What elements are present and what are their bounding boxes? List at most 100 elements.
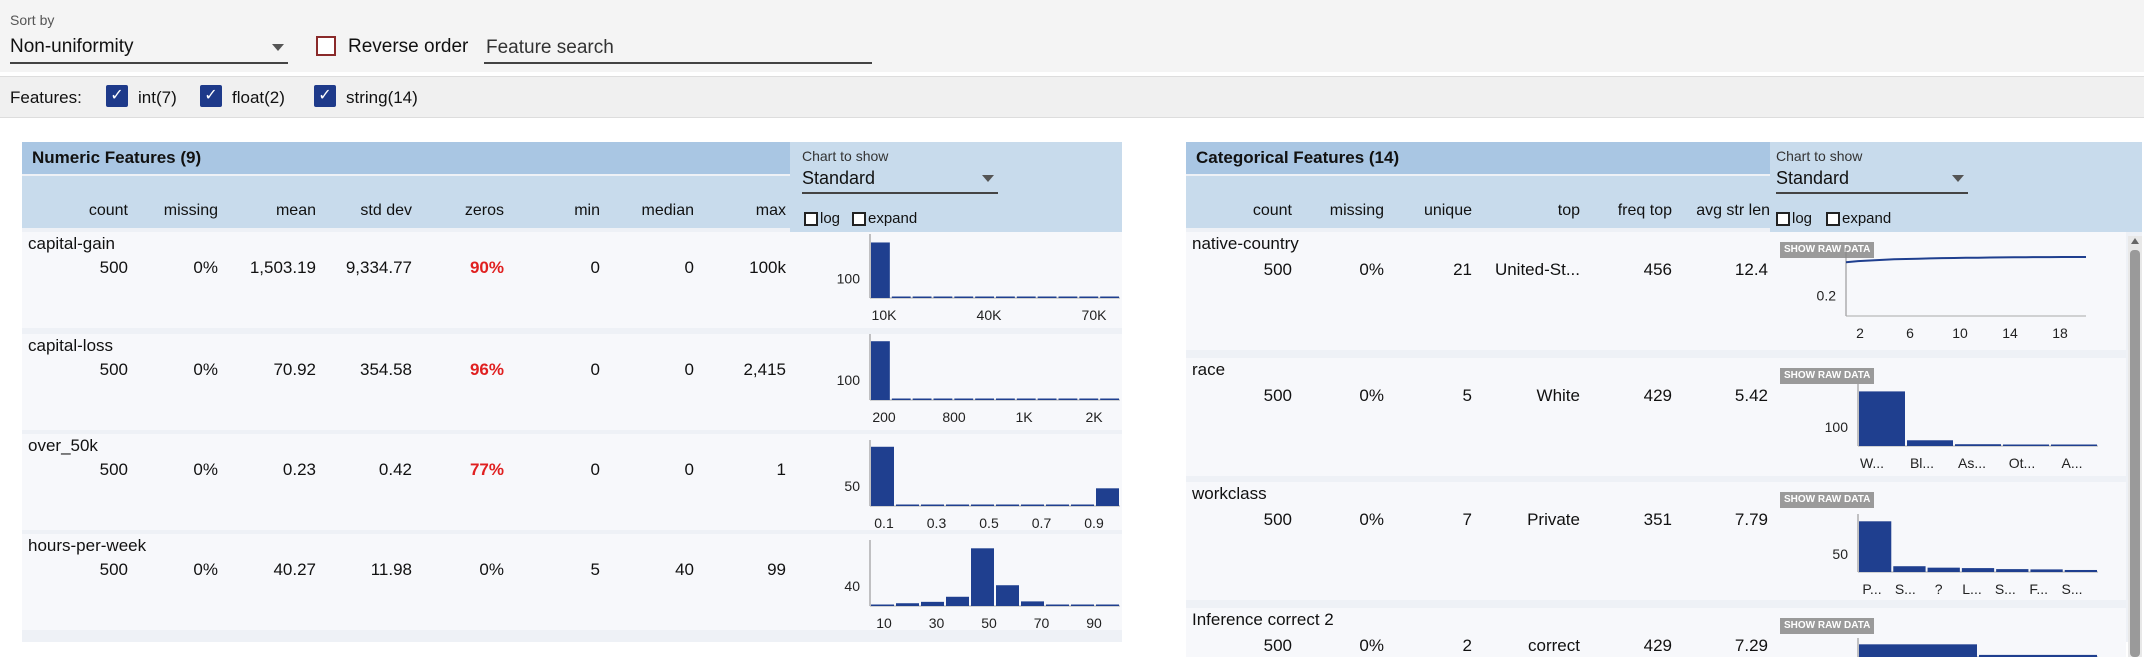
cell-mean: 1,503.19 (249, 258, 316, 277)
cell-zeros: 0% (479, 560, 504, 579)
int-filter-label: int(7) (138, 88, 177, 107)
cell-mean: 70.92 (273, 360, 316, 379)
feature-name: native-country (1192, 234, 1299, 253)
features-label: Features: (10, 88, 82, 107)
sort-by-dropdown[interactable]: Non-uniformity (10, 34, 288, 64)
table-row[interactable] (22, 534, 1122, 630)
categorical-expand-checkbox[interactable] (1826, 212, 1840, 226)
numeric-col-min[interactable]: min (574, 202, 600, 219)
cell-count: 500 (1263, 386, 1292, 405)
feature-name: over_50k (28, 436, 98, 455)
numeric-col-mean[interactable]: mean (275, 202, 316, 219)
cell-avg: 5.42 (1734, 386, 1768, 405)
sort-by-value: Non-uniformity (10, 36, 134, 57)
cell-std: 354.58 (360, 360, 412, 379)
table-row[interactable] (1186, 232, 2126, 350)
categorical-chart-to-show-label: Chart to show (1776, 148, 1863, 164)
cell-min: 0 (590, 360, 600, 379)
cell-freq: 351 (1643, 510, 1672, 529)
categorical-col-top[interactable]: top (1557, 202, 1580, 219)
float-filter-checkbox[interactable]: ✓ (200, 85, 222, 107)
feature-name: race (1192, 360, 1226, 379)
cell-count: 500 (99, 360, 128, 379)
cell-missing: 0% (193, 258, 218, 277)
table-row[interactable] (22, 434, 1122, 530)
cell-unique: 5 (1462, 386, 1472, 405)
cell-max: 2,415 (743, 360, 786, 379)
numeric-log-checkbox[interactable] (804, 212, 818, 226)
numeric-chart-to-show-label: Chart to show (802, 148, 889, 164)
show-raw-data-button[interactable]: SHOW RAW DATA (1780, 368, 1875, 384)
numeric-col-std-dev[interactable]: std dev (360, 202, 412, 219)
numeric-expand-label: expand (868, 210, 918, 227)
numeric-col-missing[interactable]: missing (163, 202, 218, 219)
cell-mean: 0.23 (282, 460, 316, 479)
cell-missing: 0% (1359, 386, 1384, 405)
cell-std: 0.42 (378, 460, 412, 479)
categorical-log-checkbox[interactable] (1776, 212, 1790, 226)
categorical-col-unique[interactable]: unique (1423, 202, 1472, 219)
categorical-col-missing[interactable]: missing (1329, 202, 1384, 219)
show-raw-data-button[interactable]: SHOW RAW DATA (1780, 618, 1875, 634)
cell-min: 0 (590, 258, 600, 277)
categorical-chart-value: Standard (1776, 168, 1850, 188)
cell-std: 11.98 (370, 560, 412, 579)
numeric-chart-dropdown[interactable]: Standard (802, 166, 998, 194)
numeric-chart-header (790, 142, 1122, 232)
string-filter-checkbox[interactable]: ✓ (314, 85, 336, 107)
features-filter-bar: Features: ✓ int(7) ✓ float(2) ✓ string(1… (0, 76, 2144, 118)
categorical-chart-dropdown[interactable]: Standard (1776, 166, 1968, 194)
numeric-col-max[interactable]: max (755, 202, 786, 219)
numeric-col-zeros[interactable]: zeros (464, 202, 504, 219)
cell-min: 5 (590, 560, 600, 579)
float-filter-label: float(2) (232, 88, 285, 107)
table-row[interactable] (1186, 358, 2126, 476)
cell-count: 500 (99, 258, 128, 277)
feature-name: capital-loss (28, 336, 114, 355)
numeric-col-median[interactable]: median (641, 202, 694, 219)
sort-by-label: Sort by (10, 12, 55, 28)
table-row[interactable] (22, 232, 1122, 328)
cell-median: 0 (684, 258, 694, 277)
cell-avg: 7.29 (1734, 636, 1768, 655)
categorical-col-avg-str-len[interactable]: avg str len (1696, 202, 1770, 219)
string-filter-label: string(14) (346, 88, 418, 107)
cell-unique: 7 (1462, 510, 1472, 529)
cell-zeros: 96% (469, 360, 504, 379)
categorical-log-label: log (1792, 210, 1813, 227)
cell-top: White (1536, 386, 1580, 405)
cell-missing: 0% (193, 460, 218, 479)
scrollbar-thumb[interactable] (2130, 250, 2140, 657)
categorical-expand-label: expand (1842, 210, 1892, 227)
show-raw-data-button[interactable]: SHOW RAW DATA (1780, 242, 1875, 258)
cell-count: 500 (99, 460, 128, 479)
table-row[interactable] (22, 334, 1122, 430)
cell-freq: 429 (1643, 636, 1672, 655)
cell-missing: 0% (193, 560, 218, 579)
feature-name: workclass (1192, 484, 1267, 503)
int-filter-checkbox[interactable]: ✓ (106, 85, 128, 107)
numeric-column-header-bar (22, 176, 790, 228)
cell-zeros: 90% (469, 258, 504, 277)
numeric-features-title: Numeric Features (9) (22, 142, 790, 174)
cell-std: 9,334.77 (345, 258, 412, 277)
numeric-col-count[interactable]: count (88, 202, 128, 219)
cell-count: 500 (1263, 636, 1292, 655)
cell-missing: 0% (1359, 636, 1384, 655)
scroll-up-arrow-icon[interactable] (2131, 238, 2139, 244)
numeric-expand-checkbox[interactable] (852, 212, 866, 226)
chevron-down-icon (982, 175, 994, 182)
feature-search-input[interactable] (484, 34, 872, 64)
cell-top: correct (1528, 636, 1580, 655)
cell-top: United-St... (1494, 260, 1580, 279)
categorical-col-count[interactable]: count (1252, 202, 1292, 219)
cell-median: 0 (684, 360, 694, 379)
categorical-col-freq-top[interactable]: freq top (1617, 202, 1672, 219)
table-row[interactable] (1186, 482, 2126, 600)
show-raw-data-button[interactable]: SHOW RAW DATA (1780, 492, 1875, 508)
toolbar: Sort by Non-uniformity Reverse order (0, 0, 2144, 72)
cell-avg: 7.79 (1734, 510, 1768, 529)
reverse-order-checkbox[interactable] (316, 36, 336, 56)
cell-unique: 2 (1462, 636, 1472, 655)
feature-name: Inference correct 2 (1192, 610, 1334, 629)
